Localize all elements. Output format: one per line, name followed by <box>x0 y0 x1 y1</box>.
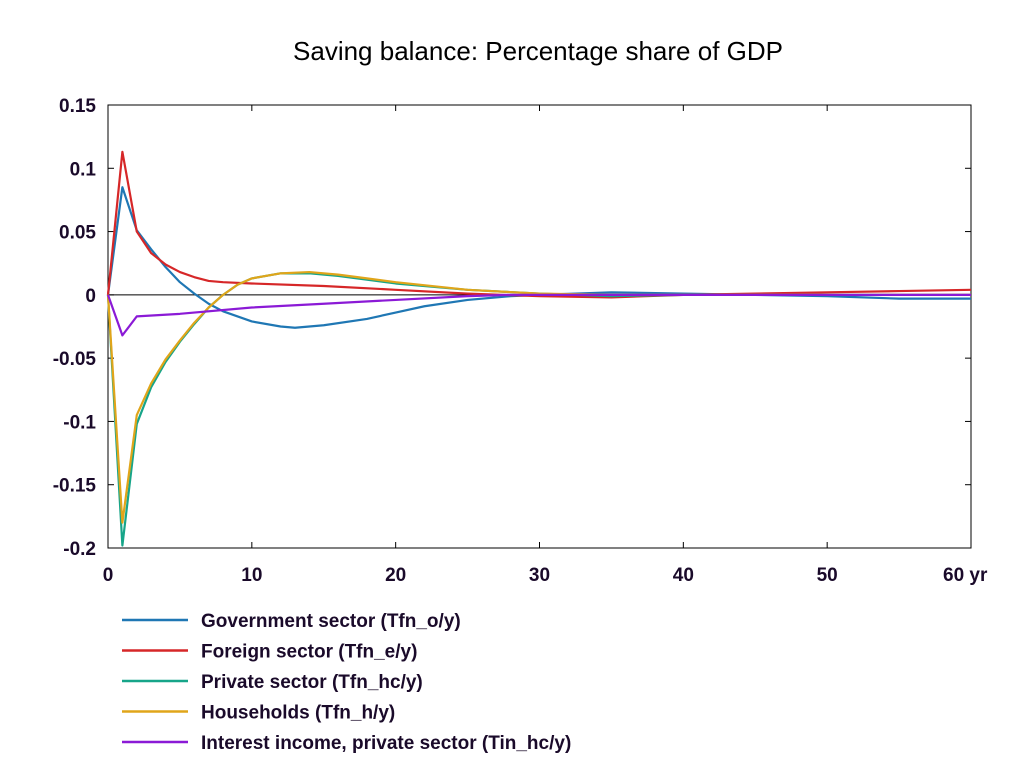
x-tick-label: 30 <box>529 565 550 586</box>
x-tick-label: 10 <box>241 565 262 586</box>
legend-label-5: Interest income, private sector (Tin_hc/… <box>201 733 571 754</box>
series-line-2 <box>106 150 972 299</box>
y-tick-label: 0.1 <box>70 159 97 180</box>
y-tick-label: -0.2 <box>63 539 96 560</box>
legend-label-1: Government sector (Tfn_o/y) <box>201 611 461 632</box>
plot-frame <box>107 104 972 549</box>
series-line-3 <box>106 272 971 547</box>
y-tick-label: 0 <box>85 286 96 307</box>
legend-label-3: Private sector (Tfn_hc/y) <box>201 672 423 693</box>
plot-area: 0.15 0.1 0.05 0 -0.05 -0.1 -0.15 -0.2 0 10 20 30 40 5… <box>53 96 988 586</box>
chart-title: Saving balance: Percentage share of GDP <box>293 36 783 66</box>
x-tick-label: 50 <box>817 565 838 586</box>
legend-label-4: Households (Tfn_h/y) <box>201 703 395 724</box>
legend: Government sector (Tfn_o/y) Foreign secto… <box>122 611 571 754</box>
series-line-1 <box>106 186 971 329</box>
y-tick-label: -0.05 <box>53 349 97 370</box>
x-tick-label: 0 <box>103 565 114 586</box>
y-tick-label: 0.15 <box>59 96 96 117</box>
x-tick-label: 60 yr <box>943 565 988 586</box>
y-tick-label: -0.15 <box>53 476 97 497</box>
y-tick-label: 0.05 <box>59 223 96 244</box>
x-tick-label: 40 <box>673 565 694 586</box>
series-line-5 <box>106 293 971 337</box>
y-tick-label: -0.1 <box>63 412 96 433</box>
legend-label-2: Foreign sector (Tfn_e/y) <box>201 642 417 663</box>
x-tick-label: 20 <box>385 565 406 586</box>
